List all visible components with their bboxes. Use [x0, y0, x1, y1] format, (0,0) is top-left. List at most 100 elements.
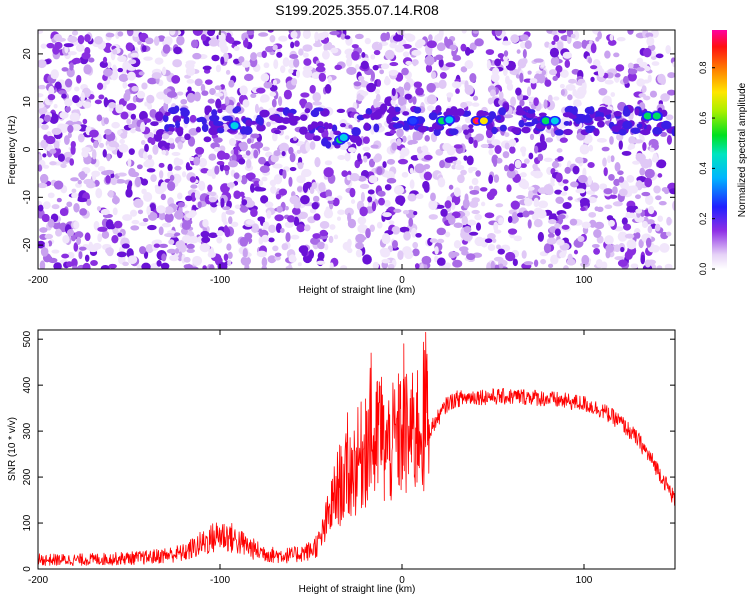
colorbar-tick-label: 0.4: [698, 162, 708, 175]
heatmap-cell: [216, 161, 225, 166]
y-tick-label: 300: [22, 422, 33, 439]
heatmap-cell: [190, 39, 199, 49]
heatmap-cell: [562, 202, 572, 209]
heatmap-cell: [562, 51, 573, 59]
heatmap-cell: [185, 62, 195, 70]
heatmap-cell: [341, 170, 348, 178]
heatmap-cell: [502, 59, 509, 67]
heatmap-cell: [95, 188, 103, 199]
heatmap-cell: [147, 154, 153, 160]
heatmap-cell: [188, 156, 195, 162]
heatmap-cell: [108, 263, 117, 269]
heatmap-cell: [472, 95, 479, 101]
heatmap-cell: [314, 156, 321, 168]
heatmap-cell: [394, 44, 405, 53]
heatmap-cell: [448, 251, 457, 259]
heatmap-cell: [53, 103, 58, 109]
heatmap-cell: [282, 57, 290, 67]
heatmap-cell: [357, 75, 365, 81]
heatmap-cell: [96, 114, 103, 122]
heatmap-cell: [449, 44, 457, 51]
heatmap-cell: [128, 148, 135, 155]
heatmap-cell: [587, 175, 593, 186]
heatmap-cell: [450, 202, 456, 211]
x-tick-label: -100: [210, 575, 230, 586]
heatmap-cell: [453, 144, 463, 149]
heatmap-cell: [425, 64, 433, 73]
heatmap-cell: [384, 184, 392, 191]
heatmap-cell: [506, 184, 512, 193]
heatmap-cell: [543, 243, 552, 254]
heatmap-cell: [419, 263, 424, 269]
heatmap-cell: [349, 173, 360, 182]
heatmap-cell: [603, 110, 611, 115]
heatmap-cell: [393, 208, 402, 213]
heatmap-cell: [321, 50, 330, 60]
heatmap-cell: [370, 144, 379, 149]
heatmap-cell: [614, 256, 624, 261]
heatmap-cell: [393, 185, 405, 195]
heatmap-cell: [98, 142, 105, 148]
heatmap-cell: [378, 197, 385, 206]
heatmap-cell: [493, 221, 499, 232]
heatmap-cell: [309, 208, 317, 214]
heatmap-cell: [93, 140, 99, 149]
heatmap-cell: [333, 234, 339, 240]
heatmap-cell: [448, 184, 454, 190]
heatmap-cell: [163, 36, 173, 46]
heatmap-cell: [59, 207, 69, 217]
heatmap-cell: [56, 148, 61, 155]
heatmap-cell: [277, 96, 283, 107]
heatmap-cell: [207, 184, 213, 192]
heatmap-cell: [608, 173, 615, 181]
heatmap-cell: [471, 209, 480, 215]
heatmap-cell: [216, 230, 224, 237]
heatmap-cell: [281, 243, 289, 251]
heatmap-cell: [225, 69, 231, 75]
heatmap-cell: [513, 235, 523, 242]
heatmap-cell: [434, 246, 439, 255]
heatmap-peak: [652, 112, 661, 120]
heatmap-cell: [357, 153, 362, 162]
heatmap-cell: [319, 221, 330, 229]
heatmap-cell: [238, 56, 245, 63]
heatmap-cell: [208, 196, 217, 203]
heatmap-cell: [588, 57, 593, 64]
heatmap-cell: [553, 96, 560, 101]
heatmap-cell: [521, 250, 527, 259]
heatmap-cell: [263, 81, 273, 89]
heatmap-cell: [269, 34, 276, 43]
heatmap-cell: [71, 30, 79, 36]
heatmap-cell: [532, 170, 543, 179]
heatmap-cell: [468, 185, 474, 190]
heatmap-cell: [167, 106, 179, 115]
heatmap-cell: [39, 260, 46, 269]
heatmap-cell: [368, 175, 378, 184]
heatmap-cell: [645, 32, 654, 38]
heatmap-cell: [174, 165, 182, 171]
heatmap-cell: [246, 158, 252, 169]
heatmap-cell: [70, 177, 79, 182]
heatmap-cell: [269, 179, 277, 187]
heatmap-cell: [389, 129, 397, 135]
heatmap-cell: [556, 238, 565, 246]
heatmap-cell: [429, 238, 438, 243]
heatmap-cell: [47, 218, 55, 228]
heatmap-cell: [96, 82, 104, 90]
y-tick-label: 20: [22, 48, 33, 60]
heatmap-cell: [214, 85, 222, 91]
heatmap-cell: [524, 40, 532, 50]
heatmap-cell: [554, 228, 561, 237]
heatmap-cell: [168, 137, 175, 145]
heatmap-cell: [150, 121, 159, 127]
heatmap-cell: [515, 87, 522, 96]
heatmap-cell: [158, 226, 164, 236]
heatmap-cell: [374, 88, 381, 95]
heatmap-cell: [469, 42, 477, 51]
heatmap-cell: [480, 143, 490, 149]
x-tick-label: -100: [210, 275, 230, 286]
heatmap-cell: [71, 188, 77, 194]
heatmap-cell: [143, 160, 154, 168]
heatmap-cell: [544, 79, 552, 87]
heatmap-cell: [452, 259, 463, 268]
